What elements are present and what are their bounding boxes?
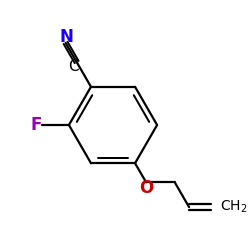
Text: C: C: [68, 59, 79, 74]
Text: F: F: [30, 116, 42, 134]
Text: N: N: [60, 28, 74, 46]
Text: CH$_2$: CH$_2$: [220, 199, 248, 215]
Text: O: O: [140, 180, 154, 198]
